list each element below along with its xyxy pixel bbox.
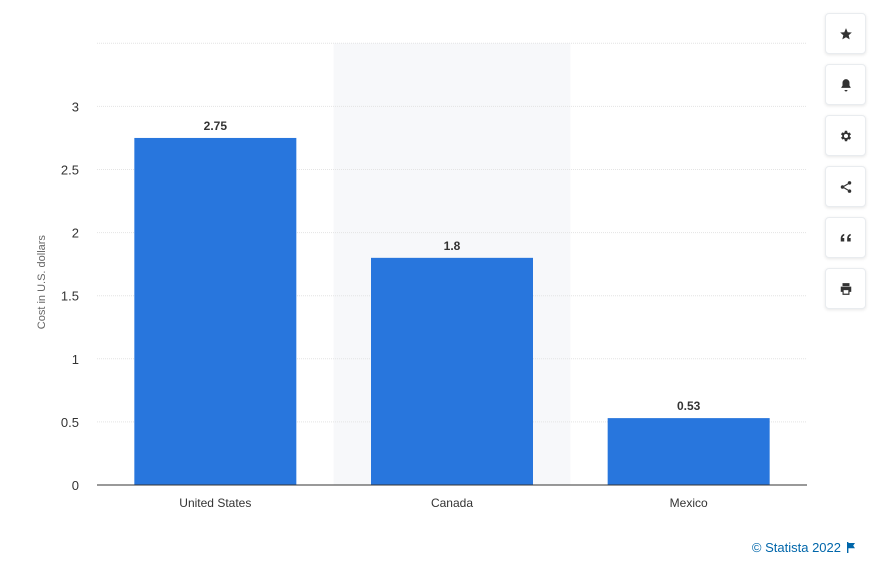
- print-icon: [840, 282, 851, 295]
- flag-icon: [847, 542, 855, 553]
- favorite-button[interactable]: [825, 13, 866, 54]
- data-label: 2.75: [204, 119, 228, 133]
- share-icon: [840, 180, 851, 193]
- y-tick-label: 2: [72, 226, 79, 241]
- y-axis-title: Cost in U.S. dollars: [36, 235, 48, 330]
- x-tick-label: United States: [179, 496, 251, 510]
- y-tick-label: 2.5: [61, 163, 79, 178]
- chart-toolbar: [825, 13, 866, 319]
- bell-icon: [840, 78, 851, 91]
- y-tick-label: 0: [72, 478, 79, 493]
- y-tick-label: 1: [72, 352, 79, 367]
- star-icon: [839, 27, 852, 39]
- statista-credit-link[interactable]: © Statista 2022: [752, 540, 856, 555]
- bar: [371, 257, 533, 485]
- quote-icon: [840, 233, 851, 241]
- x-tick-label: Canada: [431, 496, 473, 510]
- x-tick-label: Mexico: [670, 496, 708, 510]
- data-label: 1.8: [444, 239, 461, 253]
- print-button[interactable]: [825, 268, 866, 309]
- credit-text: © Statista 2022: [751, 540, 841, 555]
- y-tick-label: 3: [72, 99, 79, 114]
- notification-button[interactable]: [825, 64, 866, 105]
- bar: [134, 137, 297, 485]
- gear-icon: [840, 130, 851, 141]
- settings-button[interactable]: [825, 115, 866, 156]
- y-tick-label: 1.5: [61, 289, 79, 304]
- bar: [607, 418, 770, 485]
- data-label: 0.53: [677, 399, 701, 413]
- cite-button[interactable]: [825, 217, 866, 258]
- y-tick-label: 0.5: [61, 415, 79, 430]
- share-button[interactable]: [825, 166, 866, 207]
